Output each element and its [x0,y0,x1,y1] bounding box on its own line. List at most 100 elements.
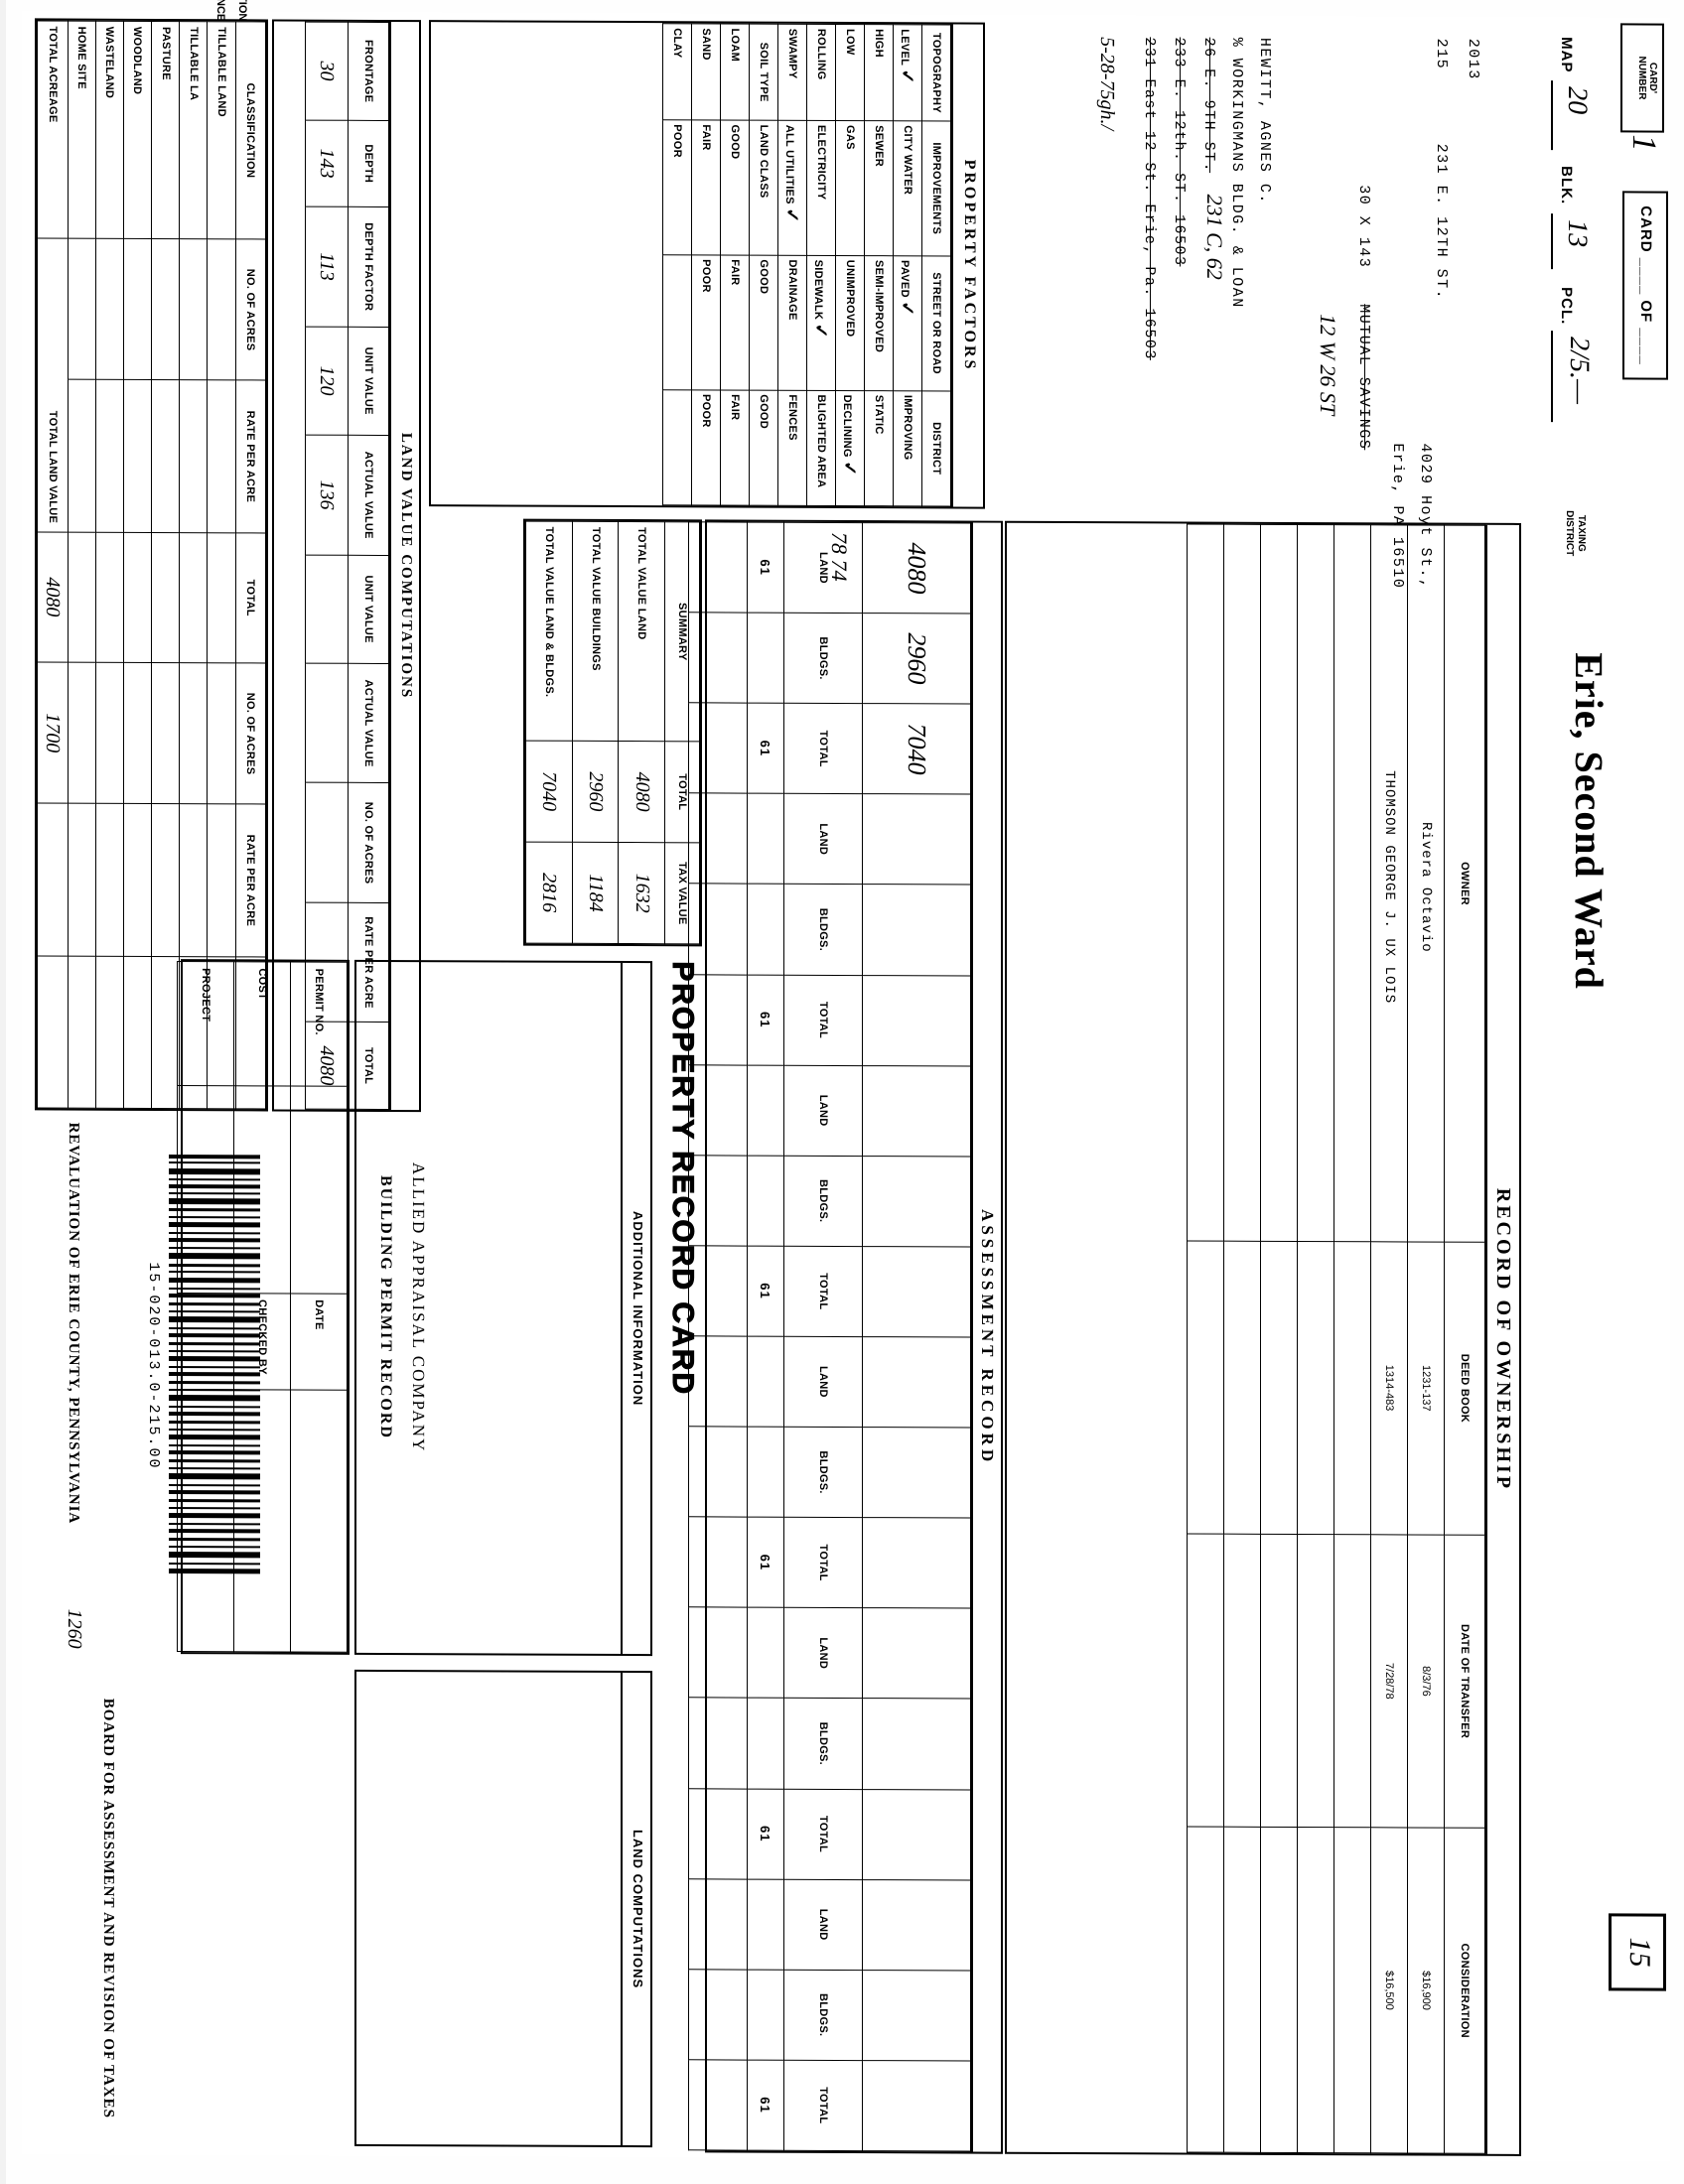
table-row: Rivera Octavio 1231-137 8/3/76 $16,900 [1407,524,1445,2154]
taxing-district-label: TAXING DISTRICT [1564,510,1587,557]
assess-row-bldgs: BLDGS. [817,1450,829,1494]
pf-drainage-title: DRAINAGE [786,259,798,321]
table-row: LOW GAS UNIMPROVED DECLINING ✓ [835,24,865,506]
owner-typed-4: 233 E. 12th. ST. 16503 [1171,37,1188,267]
lvc-title: LAND VALUE COMPUTATIONS [389,21,419,1111]
col-consideration: CONSIDERATION [1459,1943,1471,2038]
summary-box: SUMMARY TOTAL TAX VALUE TOTAL VALUE LAND… [523,518,702,947]
bt-col-rate-per-acre: RATE PER ACRE [244,410,257,503]
summary-total: 7040 [538,771,561,812]
pf-street-semi: SEMI-IMPROVED [873,259,885,353]
table-row: 30 143 113 120 136 4080 [305,22,349,1110]
pf-landclass-fair: FAIR [700,124,712,151]
table-row: TOTAL ACREAGE TOTAL LAND VALUE 4080 1700 [37,20,69,1109]
blk-value: 13 [1562,219,1593,248]
bt-row-total-acreage: TOTAL ACREAGE [46,26,59,123]
pf-topo-low: LOW [844,28,856,56]
table-row: TILLABLE LAND [207,21,236,1109]
cell-consideration: $16,900 [1420,1971,1432,2010]
owner-typed-3: 26 E. 9TH ST. [1200,37,1217,174]
bt-side-land-depreciation: LAND DEPRECIATION [236,0,248,21]
assess-year: 61 [758,2097,773,2114]
pf-dist-blighted: BLIGHTED AREA [815,394,827,488]
table-row: SWAMPY ALL UTILITIES ✓ DRAINAGE FENCES [777,24,807,506]
assess-row-total: TOTAL [817,1544,829,1581]
pf-dist-declining-check: ✓ [840,461,861,477]
property-record-card: CARD' NUMBER 1 CARD ____ OF ____ MAP 20 B… [22,0,1670,2162]
assess-row-land: LAND [817,823,829,856]
lot-size: 30 X 143 [1355,185,1372,269]
pf-street-sidewalk-check: ✓ [811,323,832,339]
summary-label: TOTAL VALUE LAND & BLDGS. [542,526,555,698]
pf-drainage-fair: FAIR [729,259,741,286]
pf-drainage-poor: POOR [700,259,712,293]
table-row: TOTAL VALUE LAND & BLDGS. 7040 2816 [525,521,573,944]
table-row [1297,524,1334,2153]
assess-year: 61 [758,559,773,576]
table-row [1187,523,1224,2153]
bt-col-total: TOTAL [244,579,257,616]
taxing-district-value: Erie, Second Ward [1567,652,1612,990]
pf-street-paved: PAVED [899,260,912,298]
assessment-record-title: ASSESSMENT RECORD [971,522,1001,2152]
pf-fences-title: FENCES [786,394,798,441]
table-row: TILLABLE LA [179,21,208,1109]
lvc-col-actual-value-2: ACTUAL VALUE [362,679,374,767]
assess-year: 61 [758,1011,773,1028]
property-factors-title: PROPERTY FACTORS [951,24,983,507]
cell-date: 8/3/76 [1420,1666,1432,1697]
bt-row-tillable-land: TILLABLE LAND [214,27,227,117]
lvc-col-unit-value-2: UNIT VALUE [362,575,374,643]
bt-row-wasteland: WASTELAND [103,26,116,99]
col-date-of-transfer: DATE OF TRANSFER [1459,1623,1471,1739]
bt-total-land-value: 4080 [42,577,65,617]
assess-row-bldgs: BLDGS. [817,1992,829,2037]
table-row: ROLLING ELECTRICITY SIDEWALK ✓ BLIGHTED … [806,24,836,506]
card-of-label: CARD ____ OF ____ [1622,191,1668,380]
summary-label: TOTAL VALUE BUILDINGS [589,526,602,671]
lvc-col-depth-factor: DEPTH FACTOR [362,222,374,312]
pf-soil-sand: SAND [700,28,712,61]
bt-col-classification: CLASSIFICATION [244,82,257,179]
table-row [1223,524,1261,2153]
lvc-col-total: TOTAL [362,1046,374,1085]
pf-street-sidewalk: SIDEWALK [812,259,825,321]
assess-hand-1: 4080 [862,522,971,614]
col-owner: OWNER [1459,862,1471,905]
cell-deed: 1314-483 [1383,1364,1395,1412]
property-factors: PROPERTY FACTORS TOPOGRAPHY IMPROVEMENTS… [429,20,985,509]
lvc-col-rate-per-acre: RATE PER ACRE [362,916,374,1009]
permit-date-label: DATE [313,1299,325,1330]
pf-street-unimproved: UNIMPROVED [844,259,856,338]
assess-year: 61 [758,1554,773,1571]
assess-row-bldgs: BLDGS. [817,907,829,952]
pf-dist-static: STATIC [873,394,885,435]
street-address: 231 E. 12TH ST. [1433,143,1450,301]
assess-row-land: LAND [817,1908,829,1941]
summary-col-total: TOTAL [676,773,688,811]
table-row [1333,524,1371,2153]
pf-col-topography: TOPOGRAPHY [930,32,942,113]
pf-topo-level-check: ✓ [898,68,918,84]
pf-fences-good: GOOD [758,394,770,430]
cell-deed: 1231-137 [1420,1364,1432,1412]
card-number-value: 1 [1625,134,1662,152]
table-row: LEVEL ✓ CITY WATER PAVED ✓ IMPROVING [893,24,922,506]
table-row: HOME SITE [68,21,96,1109]
assess-row-total: TOTAL [817,1001,829,1039]
lvc-actual-value: 136 [316,479,339,510]
summary-total: 4080 [631,771,653,812]
pf-dist-declining: DECLINING [841,394,854,458]
summary-total: 2960 [585,771,608,812]
cell-owner: Rivera Octavio [1418,821,1434,953]
assessment-record: ASSESSMENT RECORD 4080 2960 7040 [688,519,1003,2154]
footer-revaluation: REVALUATION OF ERIE COUNTY, PENNSYLVANIA [66,1122,81,1525]
map-label: MAP [1558,37,1575,73]
assess-row-bldgs: BLDGS. [817,1721,829,1766]
col-deed-book: DEED BOOK [1459,1353,1471,1424]
bt-row-tillable-la: TILLABLE LA [187,27,200,101]
barcode-block: 15-020-013.0-215.00 [141,1153,260,1580]
assess-hand-2: 2960 [862,613,971,705]
lvc-total: 4080 [316,1045,339,1086]
